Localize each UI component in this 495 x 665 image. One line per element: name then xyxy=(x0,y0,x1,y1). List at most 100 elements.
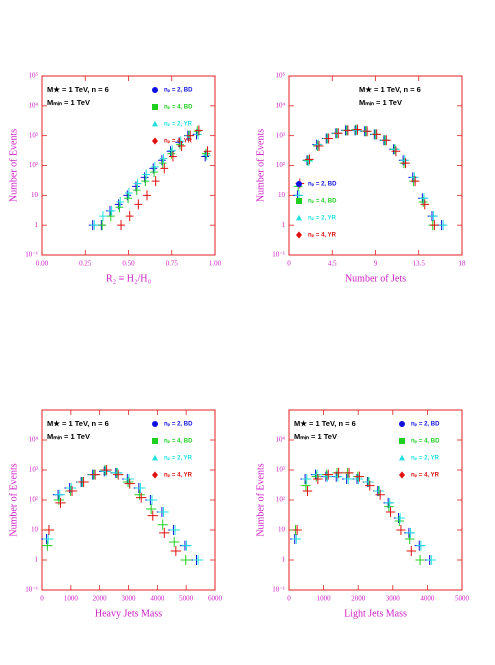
legend-marker xyxy=(399,454,405,461)
data-point xyxy=(145,504,157,515)
data-point xyxy=(333,467,344,478)
data-point xyxy=(292,525,302,535)
data-point xyxy=(114,199,123,210)
data-point xyxy=(381,135,391,146)
data-point xyxy=(395,513,405,524)
legend-label: nₚ = 2, YR xyxy=(411,456,440,462)
data-point xyxy=(354,471,365,482)
data-point xyxy=(311,471,321,482)
data-point xyxy=(55,497,66,508)
data-point xyxy=(135,483,146,494)
y-tick-label: 10³ xyxy=(276,466,285,474)
data-point xyxy=(343,474,353,485)
data-point xyxy=(168,145,177,156)
data-point xyxy=(160,163,169,174)
data-point xyxy=(372,129,382,140)
data-point xyxy=(107,205,116,216)
x-tick-label: 4000 xyxy=(150,595,165,603)
y-tick-label: 10³ xyxy=(276,131,285,139)
legend-label: nₚ = 2, BD xyxy=(411,422,440,428)
data-point xyxy=(302,474,312,485)
y-tick-label: 1 xyxy=(35,556,39,564)
data-point xyxy=(302,485,313,496)
data-point xyxy=(362,126,372,137)
data-point xyxy=(400,155,410,166)
data-point xyxy=(365,480,375,491)
data-point xyxy=(375,489,385,500)
data-point xyxy=(333,128,343,139)
data-point xyxy=(136,492,147,503)
data-point xyxy=(132,185,141,196)
data-point xyxy=(158,506,169,517)
legend-marker xyxy=(152,137,158,145)
legend-marker xyxy=(152,454,158,461)
legend-label: nₚ = 2, BD xyxy=(164,422,193,428)
data-point xyxy=(186,130,195,141)
data-point xyxy=(125,187,133,198)
legend-label: nₚ = 2, YR xyxy=(308,216,337,222)
data-point xyxy=(124,478,135,489)
data-point xyxy=(90,220,99,231)
legend-marker xyxy=(399,471,405,479)
x-tick-label: 13.5 xyxy=(413,260,426,268)
data-point xyxy=(303,155,313,166)
data-point xyxy=(192,555,204,565)
data-point xyxy=(176,136,185,147)
data-point xyxy=(401,158,410,169)
x-tick-label: 2000 xyxy=(351,595,366,603)
y-tick-label: 10³ xyxy=(29,131,38,139)
data-point xyxy=(313,474,323,485)
data-point xyxy=(180,555,191,565)
data-point xyxy=(410,176,420,187)
data-point xyxy=(391,146,401,157)
y-tick-label: 10² xyxy=(276,161,285,169)
y-tick-label: 10 xyxy=(31,191,39,199)
y-tick-label: 10⁴ xyxy=(29,436,39,444)
legend-label: nₚ = 2, YR xyxy=(164,122,193,128)
data-point xyxy=(170,545,182,556)
y-tick-label: 10⁻¹ xyxy=(25,251,38,259)
y-tick-label: 10⁻¹ xyxy=(272,251,285,259)
y-tick-label: 10³ xyxy=(29,466,38,474)
data-point xyxy=(133,178,142,189)
x-tick-label: 3000 xyxy=(386,595,401,603)
legend-label: nₚ = 4, BD xyxy=(164,105,193,111)
annotation: Mₘᵢₙ = 1 TeV xyxy=(294,432,337,441)
data-point xyxy=(158,158,167,169)
data-point xyxy=(151,176,160,187)
legend-label: nₚ = 4, YR xyxy=(411,473,440,479)
legend-marker xyxy=(296,214,302,221)
data-point xyxy=(405,527,416,538)
x-tick-label: 0.50 xyxy=(122,260,135,268)
data-point xyxy=(420,199,430,210)
data-point xyxy=(142,169,151,180)
y-tick-label: 10² xyxy=(29,496,38,504)
data-point xyxy=(66,485,78,496)
x-axis-label: Number of Jets xyxy=(345,273,406,284)
data-point xyxy=(117,220,125,231)
data-point xyxy=(141,176,150,187)
data-point xyxy=(301,480,311,491)
data-point xyxy=(322,471,333,482)
data-point xyxy=(202,150,211,161)
data-point xyxy=(134,199,143,210)
y-axis-label: Number of Events xyxy=(8,463,19,536)
legend-marker xyxy=(152,421,158,427)
x-axis-label: R₂ ≡ H₂/H₀ xyxy=(106,273,152,284)
annotation: M★ = 1 TeV, n = 6 xyxy=(359,85,421,94)
data-point xyxy=(122,476,134,487)
x-tick-label: 5000 xyxy=(179,595,194,603)
legend-label: nₚ = 4, BD xyxy=(164,439,193,445)
legend-marker xyxy=(152,104,158,110)
y-tick-label: 10⁵ xyxy=(29,72,39,80)
data-point xyxy=(419,193,429,204)
data-point xyxy=(353,124,362,135)
data-point xyxy=(159,527,170,538)
data-point xyxy=(134,489,145,500)
data-point xyxy=(166,146,175,157)
x-axis-label: Heavy Jets Mass xyxy=(95,608,162,619)
x-tick-label: 2000 xyxy=(93,595,108,603)
data-point xyxy=(98,220,107,231)
data-point xyxy=(146,495,158,505)
data-point xyxy=(291,534,301,545)
